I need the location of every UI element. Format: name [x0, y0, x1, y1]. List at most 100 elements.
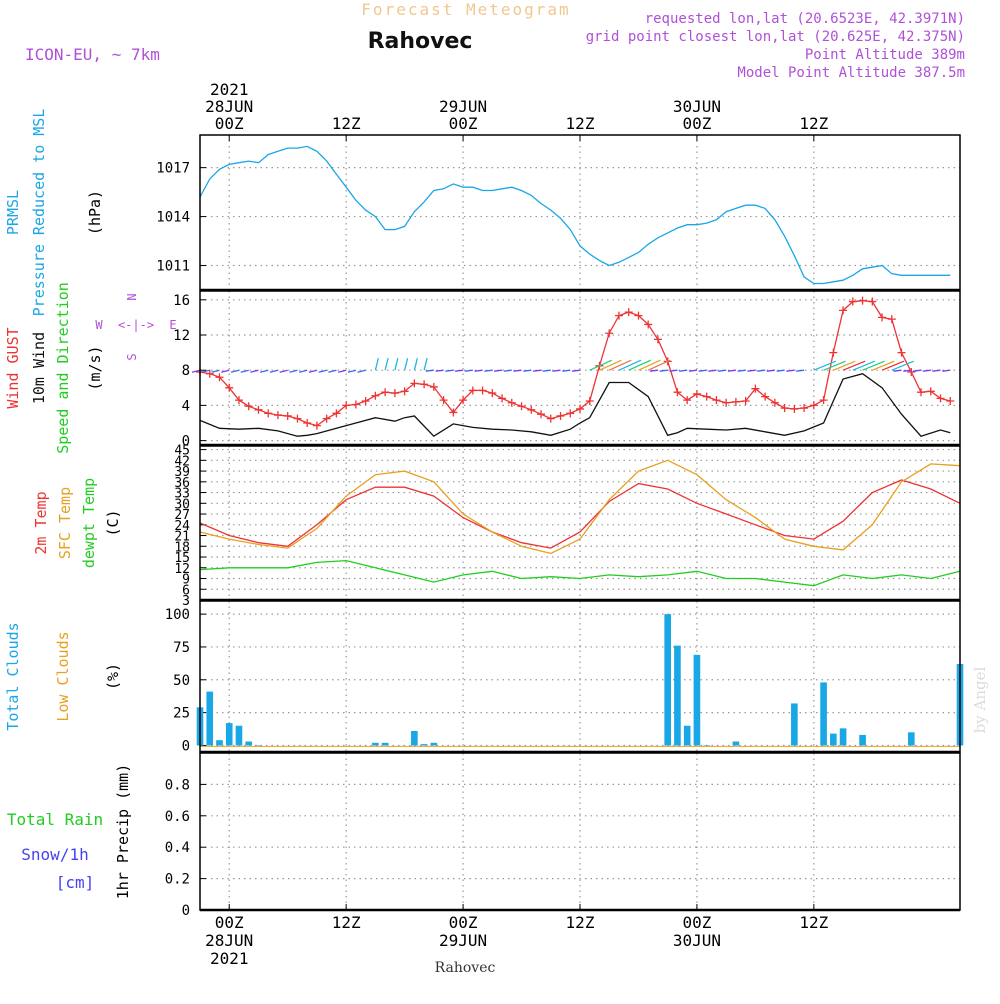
- gust-marker: [858, 296, 867, 305]
- time-label-top: 28JUN: [205, 97, 253, 116]
- gust-marker: [322, 414, 331, 423]
- wind-direction-arrow: [813, 360, 837, 371]
- wind-direction-arrow: [191, 369, 201, 373]
- wind-direction-arrow: [891, 360, 915, 371]
- cloud-bar: [381, 742, 389, 746]
- wind-direction-arrow: [464, 369, 473, 372]
- time-label-top: 2021: [210, 80, 249, 99]
- wind-direction-arrow: [649, 369, 659, 372]
- cloud-bar: [430, 742, 438, 746]
- series-sfc-temp: [199, 459, 961, 555]
- y-tick-label: 30: [174, 497, 190, 512]
- compass-east: E: [169, 318, 176, 332]
- gust-marker: [790, 404, 799, 413]
- y-tick-label: 18: [174, 540, 190, 555]
- gust-marker: [614, 311, 623, 320]
- time-label-bottom: 2021: [210, 949, 249, 968]
- wind-direction-arrow: [289, 369, 298, 373]
- wind-direction-arrow: [279, 369, 288, 373]
- wind-direction-arrow: [542, 369, 551, 372]
- grid-point-coordinates: grid point closest lon,lat (20.625E, 42.…: [586, 29, 965, 45]
- wind-direction-arrow: [403, 358, 409, 371]
- wind-direction-arrow: [260, 369, 269, 373]
- y-tick-label: 100: [165, 607, 190, 623]
- wind-direction-arrow: [727, 369, 736, 372]
- wind-direction-arrow: [513, 369, 522, 372]
- cloud-bar: [225, 723, 233, 746]
- gust-marker: [751, 384, 760, 393]
- y-tick-label: 21: [174, 530, 190, 545]
- cloud-bar: [245, 741, 253, 746]
- gust-marker: [644, 320, 653, 329]
- wind-direction-arrow: [425, 369, 434, 372]
- gust-marker: [498, 394, 507, 403]
- gust-marker: [761, 392, 770, 401]
- y-tick-label: 45: [174, 444, 190, 459]
- series-prmsl: [199, 145, 951, 285]
- wind-direction-arrow: [250, 369, 259, 373]
- gust-marker: [254, 405, 263, 414]
- wind-direction-arrow: [308, 369, 318, 373]
- gust-marker: [361, 397, 370, 405]
- gust-marker: [342, 401, 351, 410]
- time-label-top: 00Z: [682, 114, 711, 133]
- wind-direction-arrow: [423, 358, 428, 371]
- wind-direction-arrow: [474, 369, 483, 372]
- y-tick-label: 9: [182, 573, 190, 588]
- meteogram-subtitle: Forecast Meteogram: [361, 0, 570, 19]
- gust-marker: [634, 311, 643, 320]
- wind-direction-arrow: [357, 369, 366, 373]
- y-tick-label: 0: [182, 738, 190, 754]
- wind-direction-arrow: [328, 369, 337, 373]
- wind-direction-arrow: [708, 369, 717, 372]
- wind-direction-arrow: [903, 369, 912, 372]
- cloud-bar: [372, 742, 379, 746]
- gust-marker: [273, 411, 282, 420]
- gust-marker: [936, 394, 945, 403]
- gust-marker: [702, 392, 711, 401]
- gust-marker: [566, 409, 575, 418]
- y-tick-label: 27: [174, 508, 190, 523]
- wind-direction-arrow: [318, 369, 327, 373]
- gust-marker: [848, 297, 857, 306]
- wind-direction-arrow: [230, 369, 240, 373]
- gust-marker: [839, 306, 848, 315]
- gust-marker: [400, 387, 409, 396]
- gust-marker: [585, 397, 594, 405]
- gust-marker: [420, 380, 429, 389]
- wind-direction-arrow: [881, 360, 905, 371]
- time-label-top: 00Z: [449, 114, 478, 133]
- gust-marker: [264, 409, 273, 418]
- gust-marker: [517, 402, 526, 411]
- wind-direction-arrow: [240, 369, 249, 373]
- gust-marker: [770, 398, 779, 407]
- y-tick-label: 6: [182, 583, 190, 598]
- gust-marker: [624, 308, 633, 317]
- wind-direction-arrow: [893, 369, 902, 372]
- time-label-bottom: 12Z: [332, 913, 361, 932]
- gust-marker: [459, 396, 468, 405]
- gust-marker: [907, 367, 916, 376]
- wind-direction-arrow: [347, 369, 357, 373]
- series-label: SFC Temp: [56, 487, 74, 559]
- series-label: Low Clouds: [54, 631, 72, 721]
- wind-direction-arrow: [647, 359, 671, 371]
- gust-marker: [692, 389, 701, 398]
- point-altitude: Point Altitude 389m: [805, 47, 965, 63]
- time-label-top: 30JUN: [673, 97, 721, 116]
- wind-direction-arrow: [413, 358, 418, 371]
- cloud-bar: [683, 725, 691, 746]
- cloud-bar: [859, 734, 866, 746]
- wind-direction-arrow: [796, 369, 805, 372]
- series-label: Snow/1h: [21, 845, 88, 864]
- series-label: Wind GUST: [4, 327, 22, 408]
- gust-marker: [946, 397, 955, 405]
- wind-direction-arrow: [221, 369, 230, 373]
- time-label-bottom: 12Z: [566, 913, 595, 932]
- credit-text: by Angel: [971, 666, 989, 733]
- wind-direction-arrow: [698, 369, 707, 372]
- y-tick-label: 0: [182, 903, 190, 919]
- bottom-location-label: Rahovec: [435, 960, 496, 976]
- wind-direction-arrow: [608, 359, 632, 371]
- y-tick-label: 39: [174, 465, 190, 480]
